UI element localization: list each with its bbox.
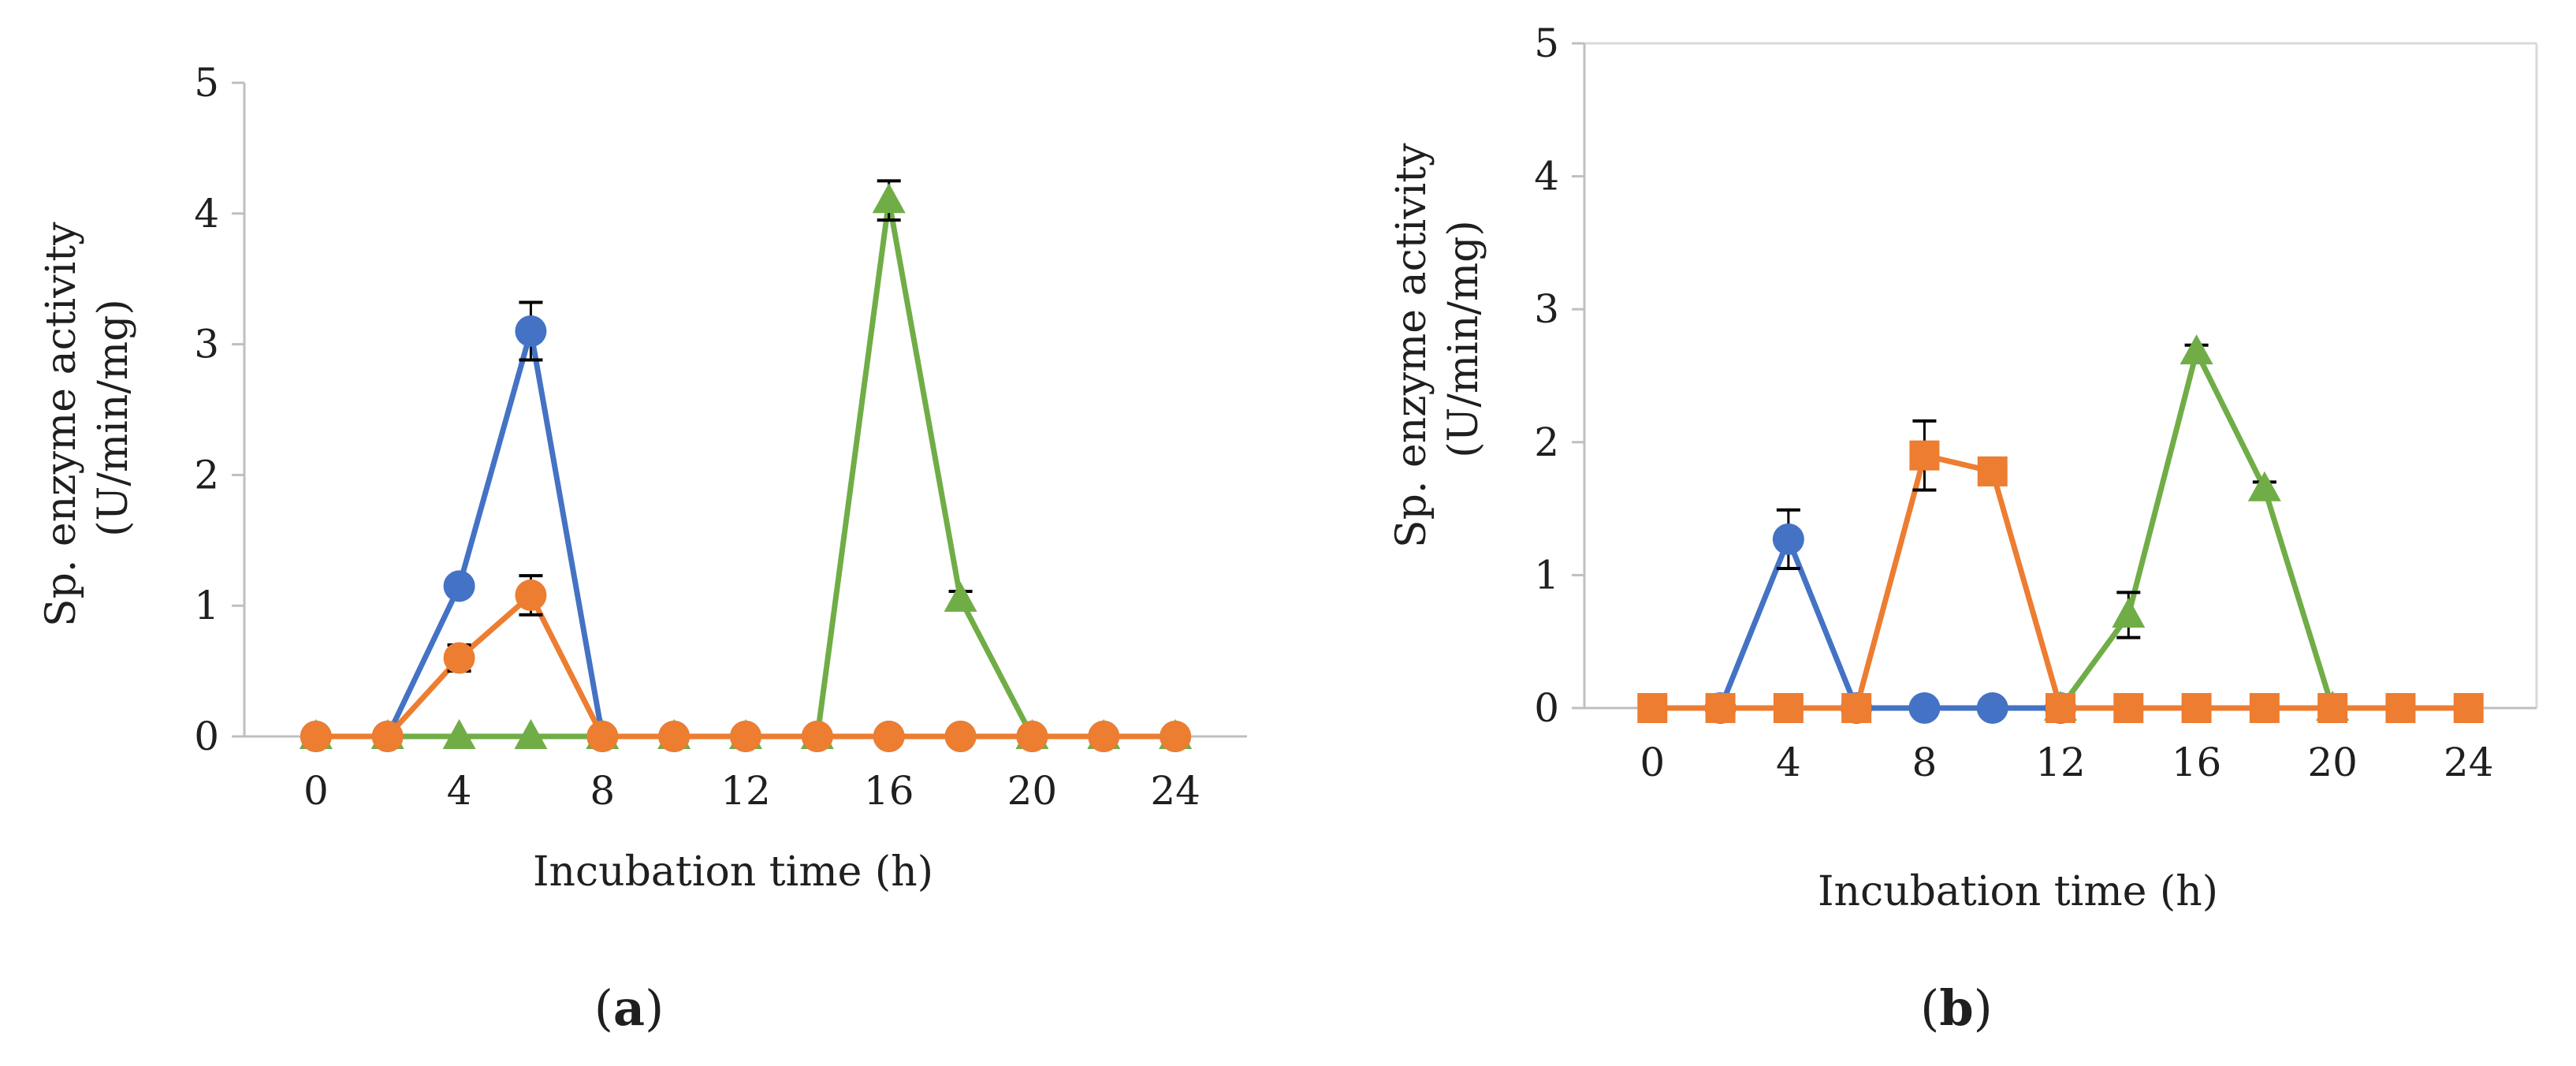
chart-b-x-axis-title: Incubation time (h) xyxy=(1818,868,2218,915)
chart-a-x-tick-label: 8 xyxy=(590,768,615,814)
chart-a-y-tick-label: 2 xyxy=(194,452,219,498)
chart-b-x-tick-label: 16 xyxy=(2172,740,2222,785)
chart-b-orange-series-point xyxy=(2181,693,2212,723)
chart-a-x-tick-label: 4 xyxy=(447,768,472,814)
chart-a-y-axis-title-line-2: (U/min/mg) xyxy=(90,299,137,536)
chart-a-green-series-point xyxy=(442,719,476,749)
chart-a-x-tick-label: 16 xyxy=(864,768,914,814)
chart-a-orange-series-point xyxy=(801,721,833,752)
chart-b-orange-series-point xyxy=(2249,693,2280,723)
chart-b-orange-series-point xyxy=(1909,440,1940,471)
chart-b-y-tick-label: 4 xyxy=(1534,154,1559,199)
chart-b-blue-series-point xyxy=(1976,692,2008,724)
chart-b-orange-series-point xyxy=(1705,693,1736,723)
chart-b-y-axis-title-line-1: Sp. enzyme activity xyxy=(1388,143,1435,548)
chart-b-x-tick-label: 12 xyxy=(2035,740,2086,785)
chart-b-orange-series-point xyxy=(1637,693,1668,723)
chart-a-panel-label-close: ) xyxy=(645,979,664,1037)
chart-a-blue-series-point xyxy=(515,315,547,348)
chart-a-orange-series-point xyxy=(730,721,761,752)
chart-b-x-tick-label: 0 xyxy=(1640,740,1665,785)
chart-b-x-tick-label: 8 xyxy=(1912,740,1938,785)
chart-b-blue-series-point xyxy=(1908,692,1941,724)
chart-b-orange-series-point xyxy=(2046,693,2075,723)
chart-b-orange-series-point xyxy=(1977,456,2008,486)
chart-b-y-tick-label: 3 xyxy=(1534,286,1559,332)
chart-a-green-series-point xyxy=(514,719,548,749)
chart-a-panel-label: (a) xyxy=(594,979,664,1037)
chart-a-green-series-point xyxy=(872,183,906,214)
chart-b-y-tick-label: 0 xyxy=(1534,685,1559,731)
chart-b-green-series-point xyxy=(2180,334,2213,365)
chart-a-y-tick-label: 5 xyxy=(194,60,219,106)
chart-b-series xyxy=(1637,334,2484,724)
chart-a-x-tick-label: 20 xyxy=(1007,768,1058,814)
chart-a-x-tick-label: 12 xyxy=(720,768,771,814)
chart-b-panel-label-close: ) xyxy=(1974,979,1993,1037)
chart-b-x-tick-label: 4 xyxy=(1776,740,1801,785)
chart-a-orange-series-point xyxy=(658,721,691,752)
chart-b-y-axis-title: Sp. enzyme activity (U/min/mg) xyxy=(1388,130,1487,548)
chart-b-green-series-point xyxy=(2112,597,2146,628)
chart-b-orange-series-point xyxy=(1841,693,1872,723)
chart-a-x-tick-label: 24 xyxy=(1150,768,1201,814)
chart-b-y-tick-label: 1 xyxy=(1534,552,1559,598)
chart-a-x-tick-label: 0 xyxy=(303,768,329,814)
chart-a-orange-series-point xyxy=(944,721,977,752)
chart-a-y-axis-title-line-1: Sp. enzyme activity xyxy=(38,222,85,627)
chart-b-orange-series-point xyxy=(2385,693,2416,723)
chart-a-orange-series-point xyxy=(873,721,905,752)
chart-a-y-tick-label: 0 xyxy=(194,714,219,759)
chart-b-orange-series-point xyxy=(2317,693,2348,723)
chart-a-orange-series-point xyxy=(371,721,404,752)
chart-a-orange-series-point xyxy=(1088,721,1120,752)
chart-a-orange-series-point xyxy=(300,721,332,752)
chart-a-orange-series-point xyxy=(1016,721,1048,752)
chart-b-panel-label-open: ( xyxy=(1920,979,1939,1037)
chart-b-orange-series-point xyxy=(2453,693,2484,723)
chart-a-orange-series-point xyxy=(1160,721,1192,752)
chart-a-orange-series-point xyxy=(515,579,547,611)
chart-a-orange-series-point xyxy=(443,642,475,674)
chart-a-x-axis-title: Incubation time (h) xyxy=(533,848,933,896)
chart-a-green-series-point xyxy=(944,581,977,612)
chart-a-y-axis-title: Sp. enzyme activity (U/min/mg) xyxy=(38,209,137,627)
chart-a-panel-label-letter: a xyxy=(613,979,645,1037)
chart-a-y-tick-label: 3 xyxy=(194,322,219,367)
chart-a-y-tick-label: 1 xyxy=(194,583,219,628)
chart-b-x-tick-label: 24 xyxy=(2444,740,2494,785)
chart-b-x-tick-label: 20 xyxy=(2307,740,2358,785)
chart-b-y-tick-label: 2 xyxy=(1534,419,1559,465)
chart-a-blue-series-point xyxy=(443,570,475,602)
chart-a-panel-label-open: ( xyxy=(594,979,613,1037)
chart-a-y-tick-label: 4 xyxy=(194,191,219,237)
chart-b-panel-label: (b) xyxy=(1920,979,1993,1037)
chart-b-orange-series-point xyxy=(1773,693,1804,723)
chart-b-blue-series-point xyxy=(1772,523,1804,555)
chart-a-orange-series-point xyxy=(586,721,619,752)
chart-b-green-series-point xyxy=(2247,471,2281,501)
chart-b-y-tick-label: 5 xyxy=(1534,20,1559,66)
chart-b-orange-series-point xyxy=(2113,693,2144,723)
chart-a-series xyxy=(299,179,1193,752)
chart-b-panel-label-letter: b xyxy=(1939,979,1973,1037)
chart-b-y-axis-title-line-2: (U/min/mg) xyxy=(1440,220,1487,457)
